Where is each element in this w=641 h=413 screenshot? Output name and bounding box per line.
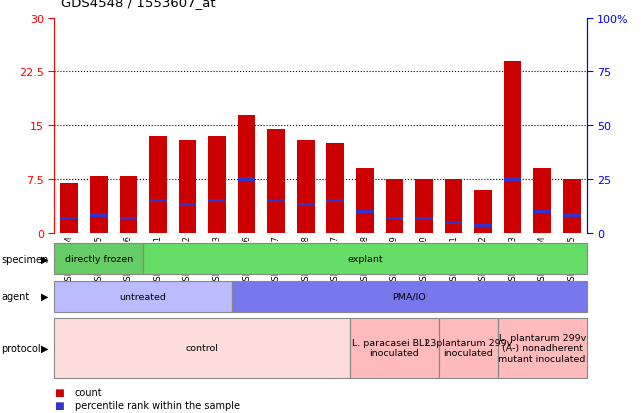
Bar [474,190,492,233]
Bar [415,180,433,233]
Text: L. paracasei BL23
inoculated: L. paracasei BL23 inoculated [352,338,437,358]
Bar [297,203,315,206]
Bar [445,221,462,224]
Bar [54,244,143,275]
Bar [474,225,492,228]
Bar [143,244,587,275]
Bar [326,199,344,203]
Text: ■: ■ [54,387,64,397]
Bar [533,169,551,233]
Text: L. plantarum 299v
(A-) nonadherent
mutant inoculated: L. plantarum 299v (A-) nonadherent mutan… [499,333,586,363]
Text: untreated: untreated [120,292,167,301]
Bar [208,199,226,203]
Bar [238,115,256,233]
Bar [415,217,433,221]
Bar [267,199,285,203]
Bar [356,169,374,233]
Bar [504,178,522,181]
Text: specimen: specimen [1,254,49,264]
Bar [119,176,137,233]
Bar [179,140,196,233]
Bar [297,140,315,233]
Bar [498,318,587,378]
Bar [350,318,438,378]
Bar [438,318,498,378]
Bar [533,210,551,214]
Bar [54,318,350,378]
Text: ▶: ▶ [41,291,49,301]
Text: percentile rank within the sample: percentile rank within the sample [75,400,240,410]
Bar [149,137,167,233]
Bar [445,180,462,233]
Text: count: count [75,387,103,397]
Bar [385,180,403,233]
Bar [119,217,137,221]
Bar [563,214,581,217]
Bar [232,281,587,312]
Text: L. plantarum 299v
inoculated: L. plantarum 299v inoculated [424,338,512,358]
Text: control: control [186,344,219,352]
Bar [54,281,232,312]
Bar [179,203,196,206]
Text: PMA/IO: PMA/IO [392,292,426,301]
Bar [238,178,256,181]
Text: directly frozen: directly frozen [65,255,133,263]
Text: explant: explant [347,255,383,263]
Text: protocol: protocol [1,343,41,353]
Bar [385,217,403,221]
Bar [90,214,108,217]
Text: GDS4548 / 1553607_at: GDS4548 / 1553607_at [61,0,215,9]
Bar [356,210,374,214]
Bar [563,180,581,233]
Bar [326,144,344,233]
Bar [90,176,108,233]
Bar [60,183,78,233]
Bar [208,137,226,233]
Bar [267,130,285,233]
Text: agent: agent [1,291,29,301]
Bar [149,199,167,203]
Bar [504,62,522,233]
Text: ▶: ▶ [41,343,49,353]
Text: ▶: ▶ [41,254,49,264]
Text: ■: ■ [54,400,64,410]
Bar [60,217,78,221]
